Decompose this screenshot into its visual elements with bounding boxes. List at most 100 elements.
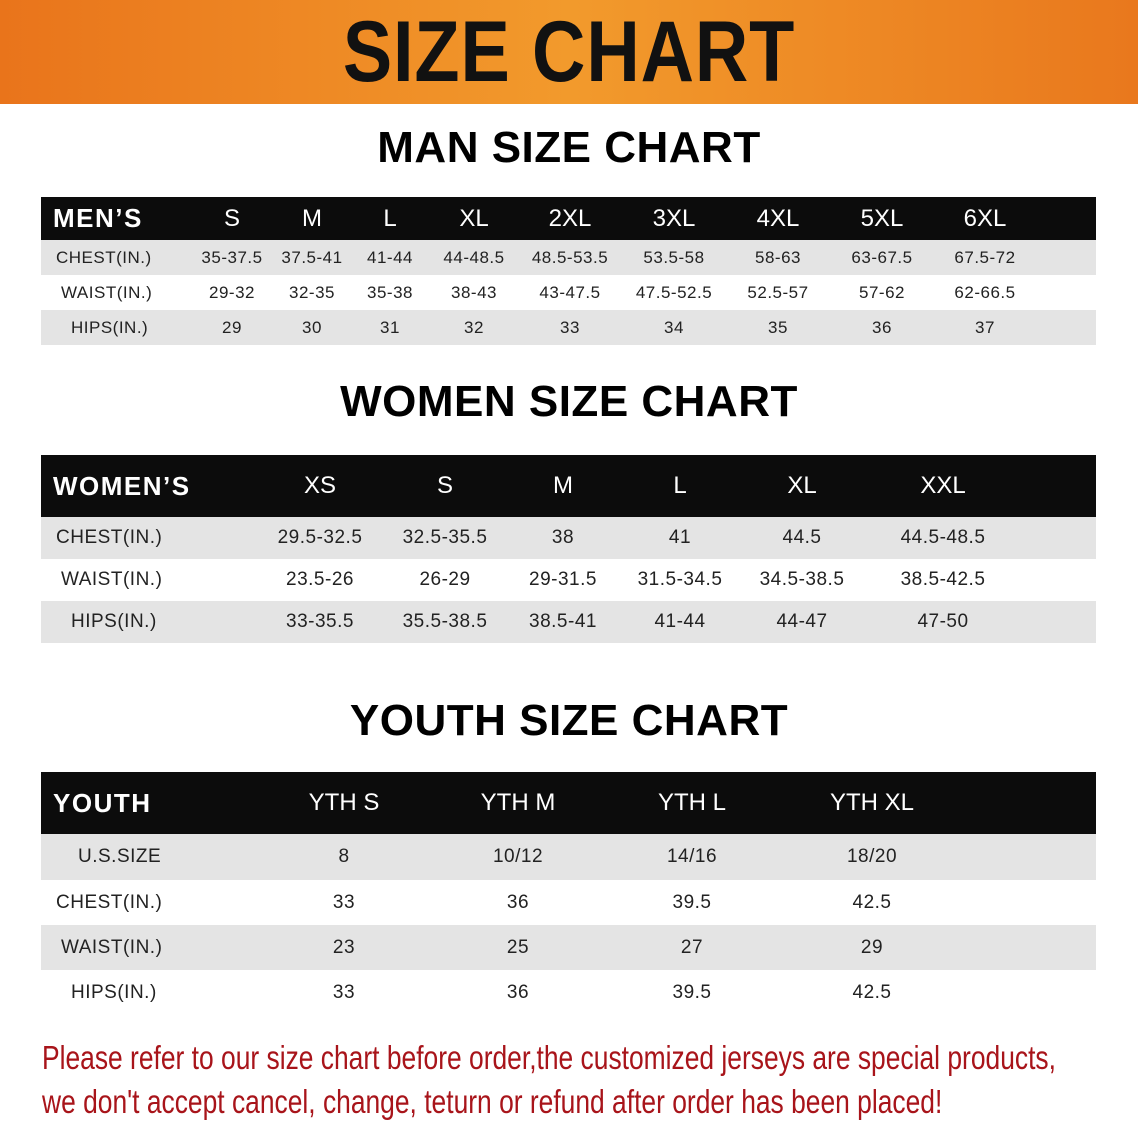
table-cell: 25: [506, 936, 530, 958]
table-cell: 38-43: [451, 282, 497, 302]
table-cell: 39.5: [672, 891, 712, 913]
size-header: XS: [303, 472, 337, 499]
row-label: CHEST(IN.): [56, 247, 152, 267]
men-section-title: MAN SIZE CHART: [377, 123, 761, 172]
table-cell: 63-67.5: [851, 247, 913, 267]
women-size-table: WOMEN’S XS S M L XL XXL CHEST(IN.) 29.5-32.5 32.5…: [41, 455, 1096, 643]
table-cell: 58-63: [755, 247, 801, 267]
table-row: CHEST(IN.) 35-37.5 37.5-41 41-44 44-48.5 48.5…: [41, 240, 1096, 275]
table-row: HIPS(IN.) 33 36 39.5 42.5: [41, 970, 1096, 1015]
table-cell: 36: [506, 981, 530, 1003]
table-cell: 39.5: [672, 981, 712, 1003]
row-label: WAIST(IN.): [61, 569, 163, 590]
table-header-row: MEN’S S M L XL 2XL 3XL 4XL 5XL 6XL: [41, 197, 1096, 240]
size-header: M: [553, 472, 573, 499]
table-cell: 34.5-38.5: [759, 569, 845, 590]
row-label: HIPS(IN.): [71, 981, 157, 1003]
table-cell: 32.5-35.5: [402, 527, 488, 548]
row-label: WAIST(IN.): [61, 282, 153, 302]
table-cell: 18/20: [846, 846, 898, 867]
table-cell: 62-66.5: [954, 282, 1016, 302]
table-cell: 14/16: [666, 846, 718, 867]
table-cell: 29: [222, 317, 242, 337]
size-header: 3XL: [652, 204, 696, 232]
table-cell: 32: [464, 317, 484, 337]
row-label: HIPS(IN.): [71, 317, 149, 337]
table-row: CHEST(IN.) 33 36 39.5 42.5: [41, 880, 1096, 925]
header-label: MEN’S: [53, 203, 143, 233]
table-cell: 38.5-42.5: [900, 569, 986, 590]
footer-notice-line-2: we don't accept cancel, change, teturn o…: [42, 1083, 943, 1120]
table-header-row: YOUTH YTH S YTH M YTH L YTH XL: [41, 772, 1096, 834]
table-row: WAIST(IN.) 23 25 27 29: [41, 925, 1096, 970]
table-row: HIPS(IN.) 33-35.5 35.5-38.5 38.5-41 41-44 44-…: [41, 601, 1096, 643]
table-cell: 23.5-26: [286, 569, 354, 590]
size-header: XL: [459, 204, 489, 232]
table-cell: 33: [560, 317, 580, 337]
table-cell: 35.5-38.5: [402, 611, 488, 632]
table-cell: 23: [332, 936, 356, 958]
table-cell: 30: [302, 317, 322, 337]
table-cell: 44-48.5: [443, 247, 505, 267]
table-cell: 31.5-34.5: [637, 569, 723, 590]
table-cell: 26-29: [419, 569, 471, 590]
table-cell: 47.5-52.5: [635, 282, 713, 302]
table-cell: 31: [380, 317, 400, 337]
table-header-row: WOMEN’S XS S M L XL XXL: [41, 455, 1096, 517]
table-cell: 43-47.5: [539, 282, 601, 302]
row-label: HIPS(IN.): [71, 611, 157, 632]
table-cell: 57-62: [859, 282, 905, 302]
table-row: U.S.SIZE 8 10/12 14/16 18/20: [41, 834, 1096, 880]
row-label: CHEST(IN.): [56, 891, 163, 913]
row-label: WAIST(IN.): [61, 936, 163, 958]
size-header: L: [383, 204, 397, 232]
size-header: YTH S: [308, 789, 380, 816]
youth-size-table: YOUTH YTH S YTH M YTH L YTH XL U.S.SIZE 8 10/12…: [41, 772, 1096, 1015]
table-cell: 44.5-48.5: [900, 527, 986, 548]
banner-title: SIZE CHART: [342, 4, 796, 100]
table-cell: 35-38: [367, 282, 413, 302]
header-label: WOMEN’S: [53, 470, 191, 501]
size-header: M: [302, 204, 322, 232]
size-header: YTH M: [480, 789, 556, 816]
header-label: YOUTH: [53, 787, 152, 818]
row-label: U.S.SIZE: [78, 846, 162, 867]
table-cell: 29.5-32.5: [277, 527, 363, 548]
table-cell: 33: [332, 981, 356, 1003]
size-header: 4XL: [756, 204, 800, 232]
table-row: WAIST(IN.) 23.5-26 26-29 29-31.5 31.5-34.5 34…: [41, 559, 1096, 601]
table-cell: 37: [975, 317, 995, 337]
table-cell: 42.5: [852, 891, 892, 913]
table-cell: 41: [668, 527, 692, 548]
row-label: CHEST(IN.): [56, 527, 163, 548]
size-header: S: [436, 472, 454, 499]
table-row: WAIST(IN.) 29-32 32-35 35-38 38-43 43-47.5 47.…: [41, 275, 1096, 310]
footer-notice-line-1: Please refer to our size chart before or…: [42, 1039, 1056, 1076]
table-cell: 33-35.5: [286, 611, 354, 632]
youth-section-title: YOUTH SIZE CHART: [349, 696, 789, 745]
table-cell: 32-35: [289, 282, 335, 302]
table-cell: 10/12: [492, 846, 544, 867]
table-cell: 34: [664, 317, 684, 337]
table-row: CHEST(IN.) 29.5-32.5 32.5-35.5 38 41 44.5 44.5…: [41, 517, 1096, 559]
table-cell: 48.5-53.5: [531, 247, 609, 267]
size-header: 6XL: [963, 204, 1007, 232]
table-cell: 44.5: [782, 527, 822, 548]
table-cell: 36: [506, 891, 530, 913]
table-cell: 41-44: [654, 611, 706, 632]
size-header: S: [223, 204, 241, 232]
table-cell: 44-47: [776, 611, 828, 632]
size-header: YTH L: [657, 789, 727, 816]
men-size-table: MEN’S S M L XL 2XL 3XL 4XL 5XL 6XL CHEST(IN.) 35-37…: [41, 197, 1096, 345]
table-cell: 35-37.5: [201, 247, 263, 267]
table-cell: 53.5-58: [643, 247, 705, 267]
size-header: XXL: [920, 472, 966, 499]
table-cell: 42.5: [852, 981, 892, 1003]
size-header: 2XL: [548, 204, 592, 232]
title-banner: SIZE CHART: [0, 0, 1138, 104]
size-header: YTH XL: [829, 789, 915, 816]
table-cell: 33: [332, 891, 356, 913]
table-cell: 36: [872, 317, 892, 337]
table-cell: 38: [551, 527, 575, 548]
size-header: L: [673, 472, 687, 499]
